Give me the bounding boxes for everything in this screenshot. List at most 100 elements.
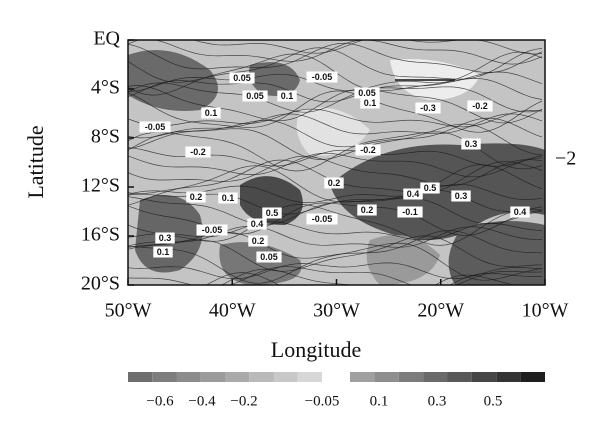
colorbar-swatch <box>496 372 521 382</box>
x-axis-label: Longitude <box>271 337 361 362</box>
colorbar-swatch <box>273 372 298 382</box>
y-tick-label: EQ <box>93 28 120 50</box>
contour-label-bg <box>357 204 377 216</box>
contour-label-bg <box>451 190 471 202</box>
streamline <box>128 164 543 206</box>
contour-label: -0.05 <box>145 122 166 132</box>
colorbar-swatch <box>176 372 201 382</box>
contour-label: 0.2 <box>328 178 341 188</box>
contour-label: 0.05 <box>246 91 264 101</box>
colorbar-label: −0.2 <box>230 393 257 409</box>
x-tick-label: 50°W <box>105 300 152 322</box>
streamline <box>128 123 543 160</box>
contour-label-bg <box>510 206 530 218</box>
contour-label-bg <box>397 206 423 218</box>
shade <box>249 62 300 96</box>
contour-label-bg <box>196 224 228 236</box>
contour-label-bg <box>415 102 441 114</box>
streamline <box>128 85 543 124</box>
colorbar-swatch <box>152 372 177 382</box>
colorbar-label: −0.05 <box>305 393 340 409</box>
streamline <box>128 108 543 128</box>
contour-label-bg <box>461 138 481 150</box>
x-tick-label: 40°W <box>209 300 256 322</box>
colorbar-swatch <box>128 372 153 382</box>
contour-label: 0.1 <box>281 91 294 101</box>
colorbar-swatch <box>423 372 448 382</box>
colorbar-label: 0.5 <box>484 393 503 409</box>
colorbar-swatch <box>225 372 250 382</box>
colorbar-label: 0.3 <box>428 393 447 409</box>
colorbar-swatch <box>200 372 225 382</box>
contour-label-bg <box>242 90 268 102</box>
contour-label-bg <box>256 251 282 263</box>
contour-label: 0.3 <box>159 233 172 243</box>
y-tick-label: 4°S <box>91 77 120 99</box>
contour-label: 0.05 <box>358 88 376 98</box>
contour-label: -0.05 <box>312 72 333 82</box>
streamline <box>128 42 543 73</box>
y-axis-label: Latitude <box>23 125 48 198</box>
contour-label: 0.2 <box>190 192 203 202</box>
streamline <box>128 78 543 103</box>
contour-label: 0.2 <box>361 205 374 215</box>
contour-label-bg <box>354 87 380 99</box>
contour-label-bg <box>186 191 206 203</box>
contour-label-bg <box>420 182 440 194</box>
contour-label: 0.05 <box>233 73 251 83</box>
contour-label-bg <box>153 246 173 258</box>
contour-label: -0.1 <box>402 207 418 217</box>
contour-label: 0.3 <box>465 139 478 149</box>
contour-label-bg <box>139 121 171 133</box>
contour-label: 0.05 <box>260 252 278 262</box>
colorbar-swatch <box>447 372 472 382</box>
contour-label: -0.3 <box>420 103 436 113</box>
contour-label: -0.2 <box>360 145 376 155</box>
contour-label-bg <box>360 97 380 109</box>
colorbar-label: −0.4 <box>188 393 216 409</box>
streamline <box>128 202 543 236</box>
contour-label: 0.2 <box>252 236 265 246</box>
contour-label: 0.1 <box>364 98 377 108</box>
x-tick-label: 20°W <box>417 300 464 322</box>
streamline <box>205 272 517 285</box>
shade <box>448 221 545 285</box>
y-tick-label: 20°S <box>81 273 120 295</box>
contour-label-bg <box>324 177 344 189</box>
contour-labels: 0.05 -0.050.05 0.1 0.050.10.1-0.05-0.3 -0.2-… <box>139 71 530 263</box>
contour-label: 0.5 <box>266 208 279 218</box>
contour-label: -0.05 <box>312 214 333 224</box>
streamline <box>128 230 543 259</box>
contour-label-bg <box>355 144 381 156</box>
contour-label: 0.5 <box>424 183 437 193</box>
y-tick-label: 8°S <box>91 126 120 148</box>
streamline <box>128 221 543 241</box>
streamline <box>128 152 543 178</box>
streamline <box>128 235 543 272</box>
streamline <box>128 40 543 55</box>
streamline <box>128 196 543 226</box>
contour-label-bg <box>306 213 338 225</box>
contour-label-bg <box>155 232 175 244</box>
streamline <box>128 82 543 113</box>
contour-label: 0.4 <box>514 207 527 217</box>
streamline <box>128 90 543 133</box>
y-tick-label: 12°S <box>81 175 120 197</box>
colorbar-swatch <box>350 372 375 382</box>
streamline <box>128 40 543 65</box>
contour-label: 0.1 <box>222 193 235 203</box>
streamline <box>128 262 543 280</box>
contour-label-bg <box>229 72 255 84</box>
contour-label-bg <box>467 100 493 112</box>
contour-label: 0.3 <box>455 191 468 201</box>
contour-label-bg <box>306 71 338 83</box>
x-tick-label: 10°W <box>522 300 569 322</box>
contour-label: 0.4 <box>251 219 264 229</box>
colorbar-label: −0.6 <box>146 393 174 409</box>
contour-label-bg <box>185 146 211 158</box>
contour-label: 0.1 <box>157 247 170 257</box>
streamline <box>128 155 543 187</box>
contour-label: 0.4 <box>407 189 420 199</box>
colorbar-swatch <box>249 372 274 382</box>
colorbar-swatch <box>398 372 424 382</box>
